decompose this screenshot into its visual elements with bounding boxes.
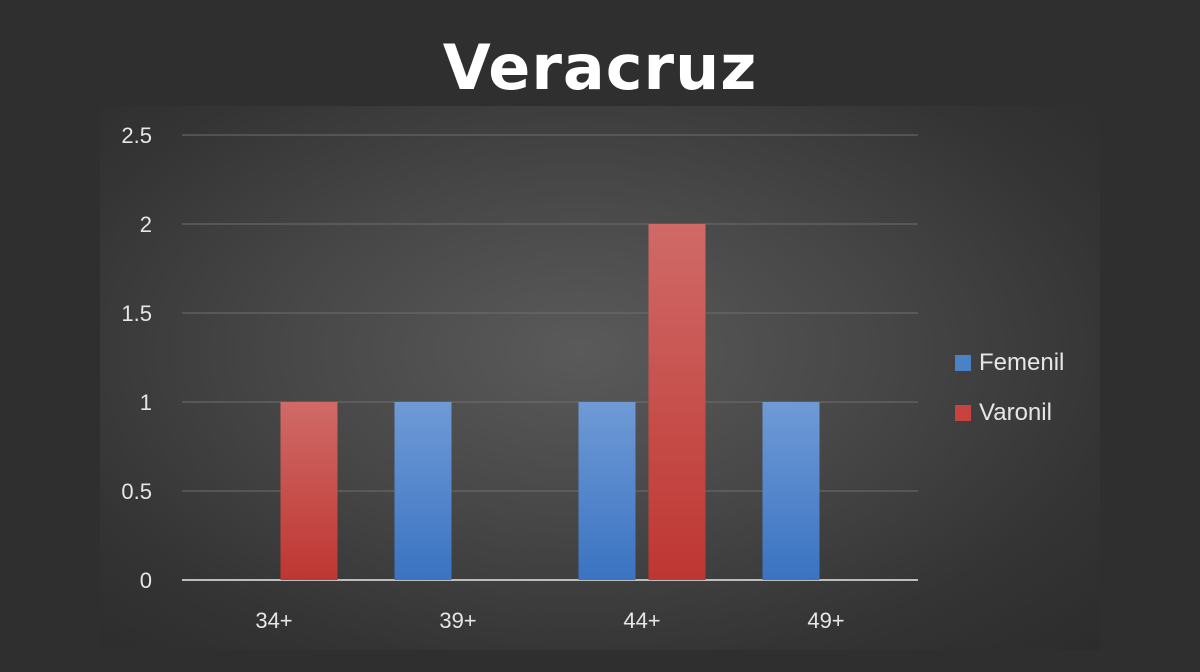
legend: Femenil Varonil — [955, 338, 1064, 438]
x-tick-label: 49+ — [807, 608, 844, 633]
x-tick-label: 39+ — [439, 608, 476, 633]
bar-femenil-39plus — [394, 402, 452, 580]
legend-label-femenil: Femenil — [979, 349, 1065, 376]
y-tick-label: 1.5 — [121, 301, 152, 326]
x-tick-label: 44+ — [623, 608, 660, 633]
bar-varonil-34plus — [280, 402, 338, 580]
legend-label-varonil: Varonil — [979, 399, 1052, 426]
bar-varonil-44plus — [648, 224, 706, 580]
y-tick-label: 2.5 — [121, 123, 152, 148]
legend-swatch-femenil — [955, 355, 971, 371]
y-tick-label: 0 — [140, 568, 152, 593]
legend-swatch-varonil — [955, 405, 971, 421]
legend-item-varonil: Varonil — [955, 388, 1064, 438]
chart-title: Veracruz — [442, 31, 758, 104]
bar-femenil-49plus — [762, 402, 820, 580]
legend-item-femenil: Femenil — [955, 338, 1064, 388]
y-tick-label: 2 — [140, 212, 152, 237]
y-tick-label: 0.5 — [121, 479, 152, 504]
y-tick-label: 1 — [140, 390, 152, 415]
bar-femenil-44plus — [578, 402, 636, 580]
x-tick-label: 34+ — [255, 608, 292, 633]
